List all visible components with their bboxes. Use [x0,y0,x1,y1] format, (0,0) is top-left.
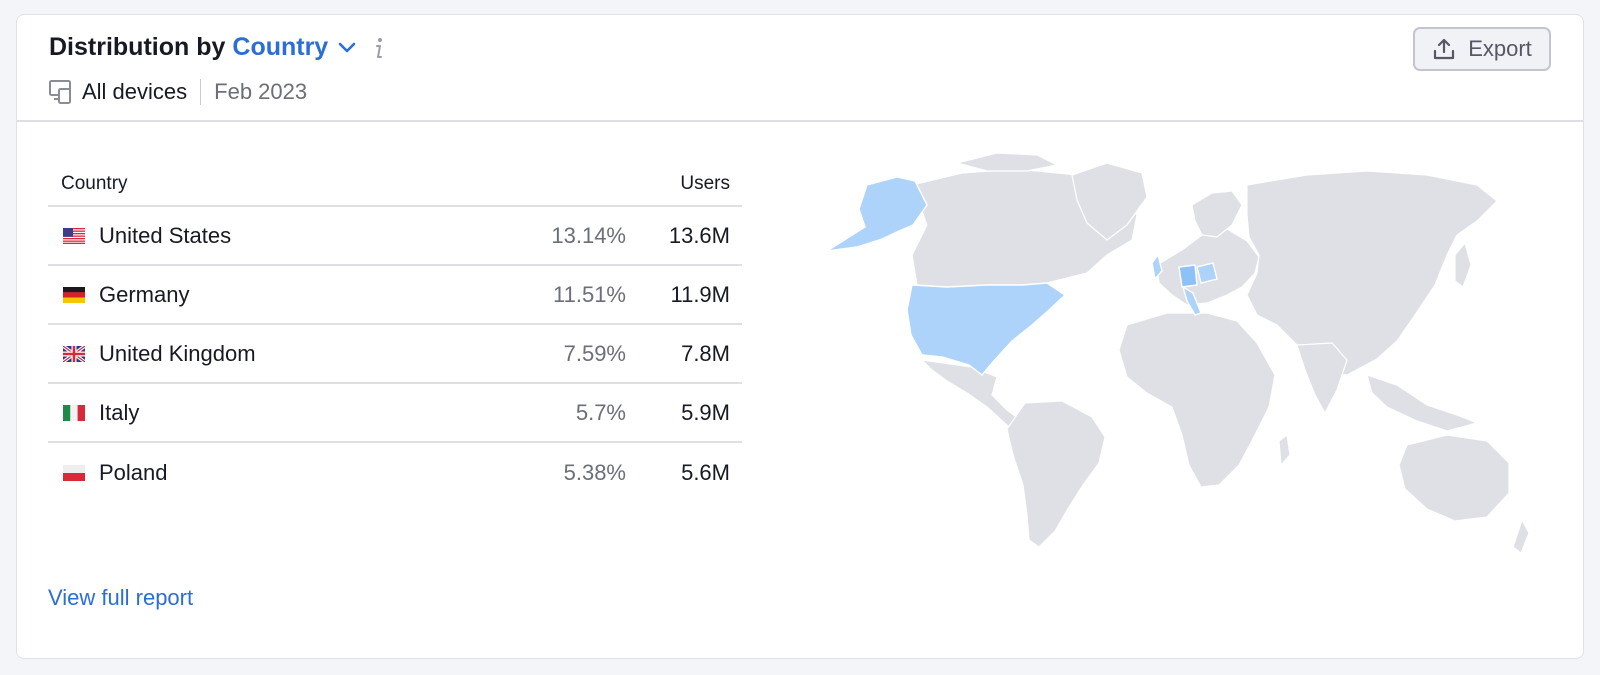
map-region-south-america [1006,400,1106,548]
filters-row: All devices Feb 2023 [48,79,307,105]
distribution-card: Distribution by Country All devices Feb … [16,14,1584,659]
map-region-alaska [826,176,928,252]
country-table: Country Users United States 13.14% 13.6M… [48,163,742,502]
country-share: 7.59% [563,340,626,366]
card-header: Distribution by Country All devices Feb … [17,15,1583,122]
card-title: Distribution by Country [49,33,384,62]
map-region-africa [1118,312,1276,488]
country-users: 5.6M [681,459,730,485]
map-region-new-zealand [1512,518,1530,554]
world-map[interactable] [787,145,1547,565]
country-name: United Kingdom [99,340,256,366]
flag-it-icon [63,404,85,421]
upload-icon [1432,37,1456,61]
title-prefix: Distribution by [49,33,226,61]
column-header-country[interactable]: Country [61,173,128,194]
table-row[interactable]: United Kingdom 7.59% 7.8M [48,325,742,384]
map-region-arctic-islands [954,152,1059,172]
table-row[interactable]: Italy 5.7% 5.9M [48,384,742,443]
country-share: 5.7% [575,399,626,425]
map-region-united-kingdom [1151,253,1163,281]
export-label: Export [1468,36,1532,61]
map-region-madagascar [1278,433,1291,467]
country-name: Italy [99,399,140,425]
map-region-india [1296,342,1348,415]
info-icon[interactable] [374,36,384,60]
map-region-scandinavia [1191,190,1243,238]
country-name: Germany [99,281,190,307]
column-header-users[interactable]: Users [680,173,730,194]
view-full-report-link[interactable]: View full report [48,585,194,610]
map-region-japan [1454,241,1472,288]
divider [200,79,202,105]
map-region-southeast-asia [1366,374,1479,432]
country-share: 5.38% [563,459,626,485]
devices-icon [48,79,74,105]
country-share: 13.14% [551,222,626,248]
map-region-australia [1398,434,1510,522]
devices-filter[interactable]: All devices [82,79,188,104]
map-region-germany [1178,264,1198,288]
map-region-italy [1181,285,1202,316]
country-share: 11.51% [553,281,626,307]
table-row[interactable]: Germany 11.51% 11.9M [48,266,742,325]
country-users: 11.9M [670,281,730,307]
dimension-label: Country [232,33,329,61]
date-filter[interactable]: Feb 2023 [214,79,308,104]
chevron-down-icon [338,42,356,54]
map-region-poland [1196,262,1218,284]
flag-us-icon [63,227,85,244]
dimension-selector[interactable]: Country [232,33,356,62]
table-header: Country Users [48,163,742,207]
country-users: 7.8M [681,340,730,366]
country-name: United States [99,222,232,248]
table-row[interactable]: United States 13.14% 13.6M [48,207,742,266]
map-region-asia [1246,170,1498,376]
flag-gb-icon [63,345,85,362]
country-name: Poland [99,459,168,485]
country-users: 5.9M [681,399,730,425]
map-region-united-states [906,282,1067,376]
export-button[interactable]: Export [1413,27,1551,71]
flag-pl-icon [63,464,85,481]
table-row[interactable]: Poland 5.38% 5.6M [48,443,742,502]
country-users: 13.6M [668,222,730,248]
flag-de-icon [63,286,85,303]
map-region-greenland [1071,162,1148,241]
